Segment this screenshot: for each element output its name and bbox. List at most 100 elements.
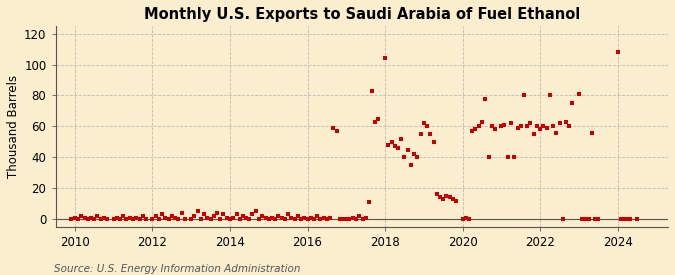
Point (99, 215, 109, 220)
Point (541, 126, 552, 130)
Point (65, 217, 76, 221)
Point (111, 215, 122, 220)
Point (154, 217, 165, 221)
Point (547, 124, 558, 128)
Point (619, 217, 630, 221)
Point (76, 214, 87, 218)
Point (567, 101, 578, 105)
Point (198, 212, 209, 217)
Point (121, 217, 132, 221)
Point (292, 214, 303, 218)
Text: Source: U.S. Energy Information Administration: Source: U.S. Energy Information Administ… (54, 264, 300, 274)
Point (460, 215, 471, 220)
Point (125, 215, 136, 220)
Point (509, 155, 520, 160)
Point (247, 212, 258, 217)
Point (279, 217, 290, 221)
Y-axis label: Thousand Barrels: Thousand Barrels (7, 75, 20, 178)
Point (625, 217, 636, 221)
Point (95, 217, 106, 221)
Point (554, 121, 565, 125)
Point (363, 200, 374, 204)
Point (270, 217, 281, 221)
Point (234, 217, 245, 221)
Point (616, 217, 626, 221)
Point (334, 217, 345, 221)
Point (328, 126, 339, 130)
Point (551, 130, 562, 135)
Point (399, 155, 410, 160)
Point (70, 215, 80, 220)
Point (338, 217, 348, 221)
Point (557, 217, 568, 221)
Point (209, 214, 219, 218)
Point (457, 217, 468, 221)
Point (225, 217, 236, 221)
Point (157, 212, 167, 217)
Point (448, 197, 458, 201)
Point (354, 214, 364, 218)
Point (464, 217, 475, 221)
Point (561, 120, 572, 124)
Point (583, 217, 594, 221)
Point (525, 121, 536, 125)
Point (82, 217, 93, 221)
Point (118, 214, 129, 218)
Point (296, 217, 306, 221)
Point (438, 197, 449, 201)
Point (192, 209, 203, 213)
Point (221, 215, 232, 220)
Point (150, 214, 161, 218)
Point (576, 217, 587, 221)
Point (321, 217, 332, 221)
Point (522, 124, 533, 128)
Point (115, 217, 126, 221)
Point (137, 214, 148, 218)
Point (244, 217, 254, 221)
Point (273, 214, 284, 218)
Point (160, 215, 171, 220)
Point (331, 129, 342, 133)
Point (518, 93, 529, 98)
Point (227, 215, 238, 220)
Point (202, 215, 213, 220)
Point (205, 217, 216, 221)
Point (290, 217, 300, 221)
Point (451, 198, 462, 203)
Point (254, 217, 265, 221)
Point (477, 120, 487, 124)
Point (370, 120, 381, 124)
Point (360, 215, 371, 220)
Point (308, 217, 319, 221)
Point (350, 217, 361, 221)
Point (612, 50, 623, 54)
Point (261, 215, 271, 220)
Title: Monthly U.S. Exports to Saudi Arabia of Fuel Ethanol: Monthly U.S. Exports to Saudi Arabia of … (144, 7, 580, 22)
Point (169, 215, 180, 220)
Point (73, 217, 84, 221)
Point (305, 215, 316, 220)
Point (392, 146, 403, 150)
Point (515, 124, 526, 128)
Point (167, 214, 178, 218)
Point (383, 143, 394, 147)
Point (319, 215, 329, 220)
Point (470, 127, 481, 132)
Point (299, 215, 310, 220)
Point (344, 217, 355, 221)
Point (632, 217, 643, 221)
Point (412, 155, 423, 160)
Point (506, 121, 516, 125)
Point (147, 217, 158, 221)
Point (180, 217, 190, 221)
Point (467, 129, 478, 133)
Point (241, 215, 252, 220)
Point (134, 217, 145, 221)
Point (512, 126, 523, 130)
Point (325, 215, 335, 220)
Point (283, 212, 294, 217)
Point (102, 217, 113, 221)
Point (250, 209, 261, 213)
Point (406, 163, 416, 167)
Point (441, 194, 452, 198)
